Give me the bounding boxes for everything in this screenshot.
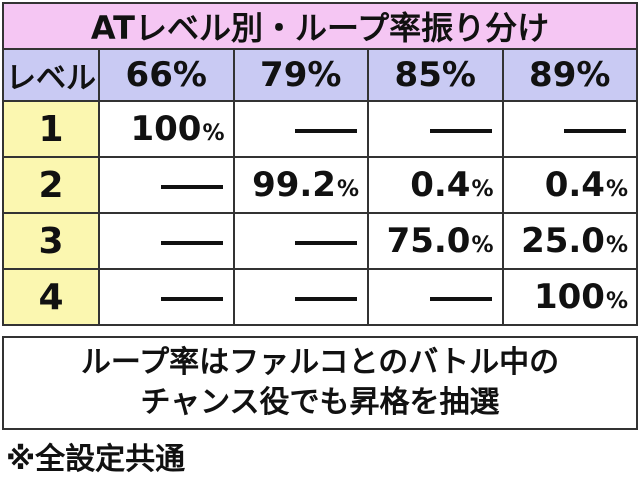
rate-value: 0.4 xyxy=(410,165,471,205)
dash-mark xyxy=(564,128,626,133)
rate-cell: 0.4% xyxy=(367,156,504,214)
note-box: ループ率はファルコとのバトル中の チャンス役でも昇格を抽選 xyxy=(2,336,638,430)
rate-cell: 100% xyxy=(501,268,638,326)
empty-dash-cell xyxy=(367,100,504,158)
percent-sign: % xyxy=(471,233,494,258)
rate-cell: 25.0% xyxy=(501,212,638,270)
dash-mark xyxy=(160,184,223,189)
dash-mark xyxy=(295,296,357,301)
empty-dash-cell xyxy=(501,100,638,158)
dash-mark xyxy=(295,128,357,133)
dash-mark xyxy=(160,240,223,245)
percent-sign: % xyxy=(605,177,628,202)
page-title: ATレベル別・ループ率振り分け xyxy=(2,2,638,50)
note-line-1: ループ率はファルコとのバトル中の xyxy=(80,345,560,380)
dash-mark xyxy=(429,128,492,133)
percent-sign: % xyxy=(605,289,628,314)
column-header-89: 89% xyxy=(501,48,638,102)
column-header-85: 85% xyxy=(367,48,504,102)
level-column-header: レベル xyxy=(2,48,100,102)
empty-dash-cell xyxy=(98,268,235,326)
rate-value: 0.4 xyxy=(544,165,605,205)
column-header-79: 79% xyxy=(232,48,369,102)
level-cell: 4 xyxy=(2,268,100,326)
note-line-2: チャンス役でも昇格を抽選 xyxy=(140,385,500,420)
rate-cell: 100% xyxy=(98,100,235,158)
table-row: 1 100% xyxy=(2,100,638,158)
level-cell: 1 xyxy=(2,100,100,158)
empty-dash-cell xyxy=(232,268,369,326)
table-row: 4 100% xyxy=(2,268,638,326)
rate-cell: 99.2% xyxy=(232,156,369,214)
rate-cell: 75.0% xyxy=(367,212,504,270)
table-row: 3 75.0% 25.0% xyxy=(2,212,638,270)
loop-rate-table: レベル 66% 79% 85% 89% 1 100% 2 99.2% 0.4% 0.4% 3… xyxy=(2,48,638,326)
percent-sign: % xyxy=(336,177,359,202)
empty-dash-cell xyxy=(232,100,369,158)
column-header-66: 66% xyxy=(98,48,235,102)
percent-sign: % xyxy=(605,233,628,258)
empty-dash-cell xyxy=(98,212,235,270)
rate-cell: 0.4% xyxy=(501,156,638,214)
rate-value: 100 xyxy=(533,277,605,317)
level-cell: 3 xyxy=(2,212,100,270)
dash-mark xyxy=(429,296,492,301)
dash-mark xyxy=(295,240,357,245)
percent-sign: % xyxy=(471,177,494,202)
rate-value: 75.0 xyxy=(386,221,471,261)
empty-dash-cell xyxy=(98,156,235,214)
footnote: ※全設定共通 xyxy=(6,442,186,477)
dash-mark xyxy=(160,296,223,301)
empty-dash-cell xyxy=(367,268,504,326)
table-header-row: レベル 66% 79% 85% 89% xyxy=(2,48,638,102)
rate-value: 99.2 xyxy=(252,165,336,205)
rate-value: 25.0 xyxy=(521,221,605,261)
percent-sign: % xyxy=(202,121,225,146)
rate-value: 100 xyxy=(130,109,202,149)
level-cell: 2 xyxy=(2,156,100,214)
empty-dash-cell xyxy=(232,212,369,270)
table-row: 2 99.2% 0.4% 0.4% xyxy=(2,156,638,214)
